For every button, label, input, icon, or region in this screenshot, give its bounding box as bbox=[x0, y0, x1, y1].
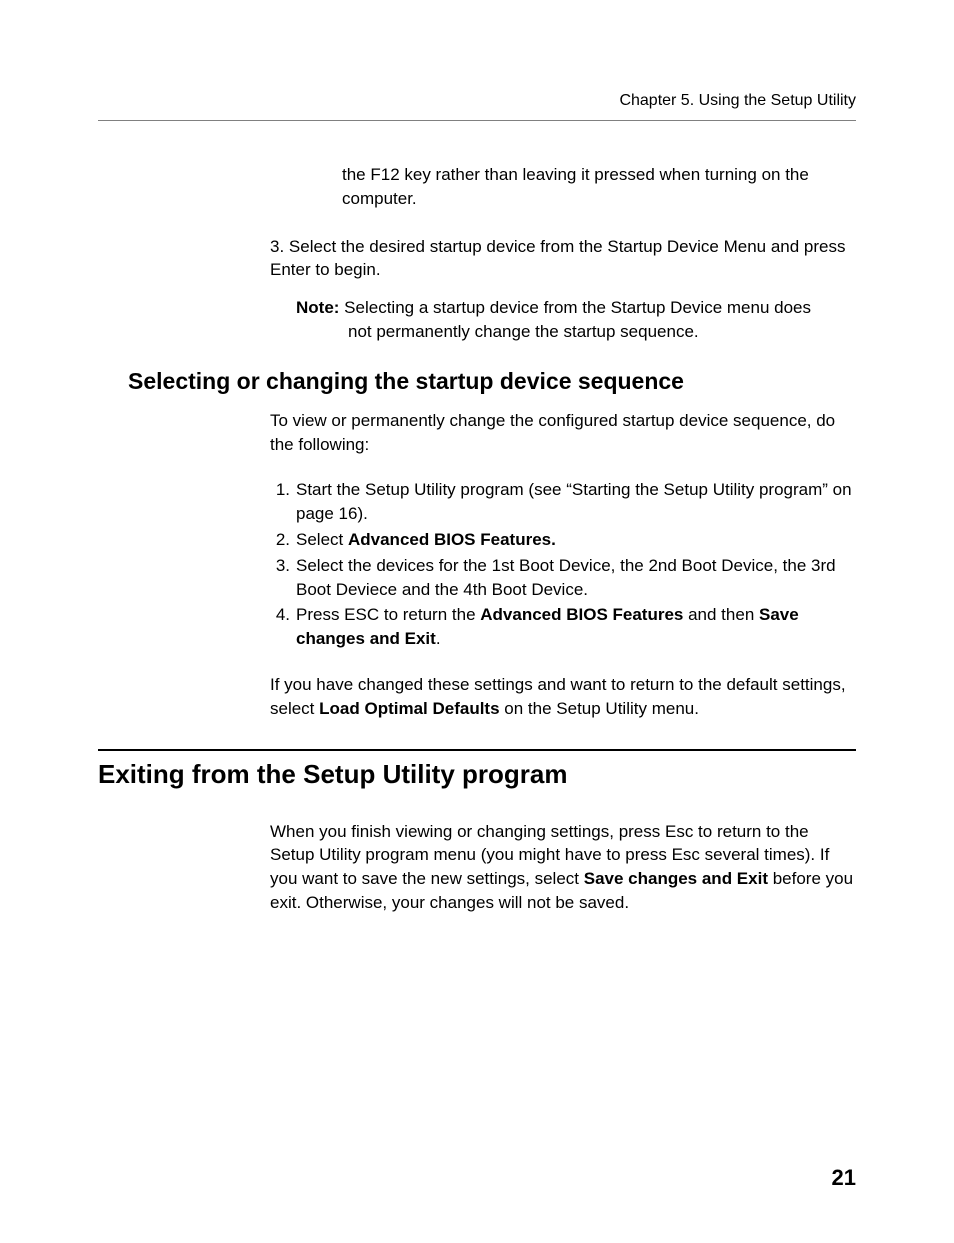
note-label: Note: bbox=[296, 298, 339, 317]
heading-2: Selecting or changing the startup device… bbox=[128, 368, 856, 395]
h2-closing-paragraph: If you have changed these settings and w… bbox=[270, 673, 856, 721]
continuation-paragraph: the F12 key rather than leaving it press… bbox=[342, 163, 856, 211]
note-text-line2: not permanently change the startup seque… bbox=[348, 320, 856, 344]
ordered-list: 1. Start the Setup Utility program (see … bbox=[270, 478, 856, 651]
list-item-text: Start the Setup Utility program (see “St… bbox=[296, 480, 852, 523]
list-item-text-b: Advanced BIOS Features. bbox=[348, 530, 556, 549]
list-item-text-b: Advanced BIOS Features bbox=[480, 605, 683, 624]
list-item-text-c: and then bbox=[683, 605, 759, 624]
para-text-b: Save changes and Exit bbox=[584, 869, 768, 888]
list-item-text: Select the devices for the 1st Boot Devi… bbox=[296, 556, 836, 599]
list-item-number: 2. bbox=[270, 528, 290, 552]
list-item-3-text: Select the desired startup device from t… bbox=[270, 237, 846, 280]
list-item-text-e: . bbox=[436, 629, 441, 648]
list-item: 4. Press ESC to return the Advanced BIOS… bbox=[270, 603, 856, 651]
page-header: Chapter 5. Using the Setup Utility bbox=[98, 92, 856, 121]
list-item: 1. Start the Setup Utility program (see … bbox=[270, 478, 856, 526]
list-item-text-a: Select bbox=[296, 530, 348, 549]
list-item-3-container: 3. Select the desired startup device fro… bbox=[270, 235, 856, 283]
h1-paragraph: When you finish viewing or changing sett… bbox=[270, 820, 856, 915]
list-item-3-number: 3. bbox=[270, 237, 284, 256]
list-item-number: 4. bbox=[270, 603, 290, 627]
note-block: Note: Selecting a startup device from th… bbox=[296, 296, 856, 344]
para-text-c: on the Setup Utility menu. bbox=[500, 699, 699, 718]
list-item-text-a: Press ESC to return the bbox=[296, 605, 480, 624]
page-number: 21 bbox=[832, 1165, 856, 1191]
heading-1-rule: Exiting from the Setup Utility program bbox=[98, 749, 856, 790]
para-text-b: Load Optimal Defaults bbox=[319, 699, 499, 718]
h2-intro-paragraph: To view or permanently change the config… bbox=[270, 409, 856, 457]
note-text-line1: Selecting a startup device from the Star… bbox=[339, 298, 811, 317]
heading-1: Exiting from the Setup Utility program bbox=[98, 759, 856, 790]
list-item: 3. Select the devices for the 1st Boot D… bbox=[270, 554, 856, 602]
list-item-number: 3. bbox=[270, 554, 290, 578]
list-item-number: 1. bbox=[270, 478, 290, 502]
list-item: 2. Select Advanced BIOS Features. bbox=[270, 528, 856, 552]
